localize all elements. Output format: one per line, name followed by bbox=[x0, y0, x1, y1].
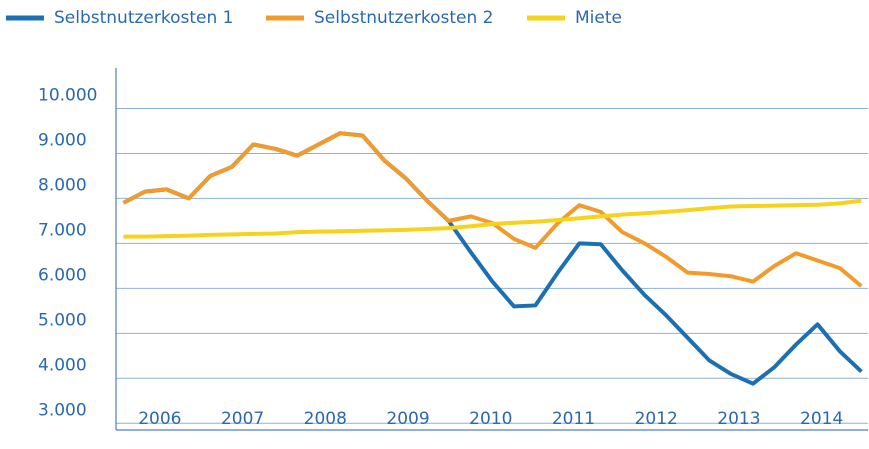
legend-label: Selbstnutzerkosten 1 bbox=[54, 8, 234, 28]
y-tick-label: 8.000 bbox=[38, 175, 87, 195]
legend-label: Miete bbox=[575, 8, 622, 28]
legend-label: Selbstnutzerkosten 2 bbox=[314, 8, 494, 28]
y-tick-label: 7.000 bbox=[38, 220, 87, 240]
line-series bbox=[123, 198, 862, 239]
x-tick-label: 2009 bbox=[386, 409, 429, 429]
y-tick-label: 6.000 bbox=[38, 265, 87, 285]
x-tick-label: 2008 bbox=[304, 409, 347, 429]
y-tick-label: 5.000 bbox=[38, 310, 87, 330]
x-tick-label: 2011 bbox=[552, 409, 595, 429]
x-tick-label: 2012 bbox=[635, 409, 678, 429]
x-tick-label: 2006 bbox=[138, 409, 181, 429]
x-tick-label: 2010 bbox=[469, 409, 512, 429]
x-tick-label: 2007 bbox=[221, 409, 264, 429]
line-series bbox=[122, 131, 863, 288]
y-tick-label: 4.000 bbox=[38, 355, 87, 375]
x-tick-label: 2014 bbox=[800, 409, 843, 429]
x-tick-label: 2013 bbox=[717, 409, 760, 429]
y-tick-label: 3.000 bbox=[38, 400, 87, 420]
line-series bbox=[122, 131, 863, 386]
y-tick-label: 9.000 bbox=[38, 130, 87, 150]
y-tick-label: 10.000 bbox=[38, 85, 97, 105]
